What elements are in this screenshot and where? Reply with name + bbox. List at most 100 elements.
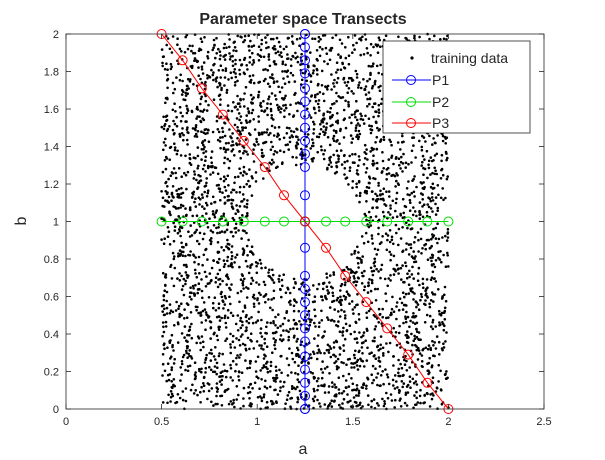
training-point: [377, 232, 380, 236]
training-point: [172, 167, 176, 170]
training-point: [225, 273, 229, 277]
training-point: [213, 166, 217, 169]
training-point: [226, 104, 230, 107]
training-point: [338, 330, 342, 334]
training-point: [403, 401, 407, 405]
training-point: [166, 401, 169, 405]
training-point: [394, 185, 397, 188]
training-point: [161, 334, 164, 338]
training-point: [286, 374, 290, 377]
y-tick-label: 1: [53, 217, 59, 229]
training-point: [206, 77, 209, 80]
training-point: [188, 295, 192, 299]
training-point: [354, 115, 357, 119]
training-point: [292, 336, 296, 339]
training-point: [309, 147, 313, 150]
training-point: [200, 385, 203, 389]
training-point: [310, 356, 313, 360]
training-point: [326, 407, 329, 410]
training-point: [268, 161, 272, 165]
training-point: [266, 370, 270, 374]
training-point: [282, 104, 285, 107]
training-point: [276, 326, 280, 330]
training-point: [399, 237, 403, 240]
training-point: [404, 317, 408, 321]
training-point: [358, 403, 362, 407]
training-point: [436, 206, 440, 210]
training-point: [163, 159, 167, 162]
training-point: [427, 196, 430, 199]
training-point: [411, 213, 415, 217]
training-point: [429, 325, 433, 328]
training-point: [403, 204, 407, 208]
training-point: [245, 244, 249, 248]
training-point: [250, 111, 254, 115]
training-point: [357, 179, 361, 183]
training-point: [406, 226, 409, 230]
training-point: [168, 125, 171, 128]
training-point: [201, 263, 204, 267]
training-point: [204, 184, 208, 187]
training-point: [420, 364, 424, 368]
training-point: [344, 322, 348, 326]
training-point: [221, 279, 224, 283]
training-point: [252, 118, 255, 121]
training-point: [390, 238, 394, 242]
training-point: [244, 85, 248, 89]
training-point: [249, 250, 252, 253]
training-point: [371, 273, 375, 277]
training-point: [209, 165, 212, 168]
training-point: [277, 40, 281, 44]
training-point: [216, 172, 220, 176]
training-point: [216, 366, 219, 370]
training-point: [184, 399, 188, 403]
training-point: [173, 102, 176, 105]
training-point: [315, 357, 319, 361]
training-point: [375, 167, 379, 170]
training-point: [218, 257, 221, 261]
training-point: [267, 271, 270, 274]
training-point: [242, 126, 245, 129]
training-point: [379, 189, 382, 193]
training-point: [361, 118, 365, 121]
series-marker-p3: [196, 83, 207, 94]
training-point: [205, 109, 209, 112]
training-point: [347, 372, 351, 376]
training-point: [194, 371, 197, 374]
training-point: [171, 81, 175, 85]
training-point: [170, 277, 174, 280]
training-point: [301, 151, 304, 154]
training-point: [342, 397, 346, 401]
training-point: [441, 139, 445, 143]
training-point: [204, 201, 208, 205]
training-point: [322, 117, 326, 120]
training-point: [325, 122, 329, 125]
training-point: [163, 307, 166, 311]
training-point: [295, 156, 298, 159]
training-point: [350, 121, 353, 125]
training-point: [430, 397, 434, 401]
training-point: [373, 287, 377, 291]
training-point: [245, 319, 248, 323]
training-point: [369, 42, 373, 46]
training-point: [206, 131, 209, 135]
training-point: [365, 47, 369, 50]
training-point: [202, 382, 205, 385]
training-point: [196, 167, 199, 170]
training-point: [224, 148, 228, 151]
training-point: [399, 405, 403, 408]
training-point: [343, 316, 347, 320]
training-point: [316, 351, 319, 355]
training-point: [278, 389, 282, 393]
training-point: [240, 237, 243, 240]
training-point: [345, 329, 349, 332]
series-marker-p3: [259, 162, 270, 173]
training-point: [240, 273, 244, 276]
training-point: [200, 370, 203, 374]
training-point: [354, 321, 358, 325]
training-point: [223, 262, 227, 266]
training-point: [253, 297, 256, 300]
training-point: [354, 129, 358, 132]
training-point: [223, 84, 226, 87]
training-point: [296, 373, 300, 376]
